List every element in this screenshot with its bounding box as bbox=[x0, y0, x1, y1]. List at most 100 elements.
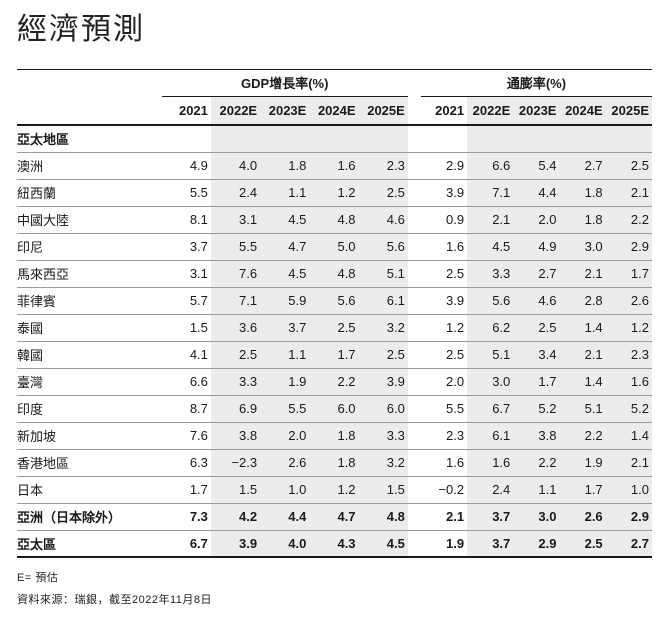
value-cell: 3.8 bbox=[210, 422, 261, 450]
value-cell: 3.7 bbox=[161, 233, 211, 261]
value-cell: 1.8 bbox=[309, 422, 359, 450]
value-cell: 1.4 bbox=[559, 368, 606, 396]
row-gap bbox=[407, 368, 421, 396]
value-cell: 4.9 bbox=[161, 152, 211, 180]
region-label: 香港地區 bbox=[17, 449, 162, 477]
value-cell: 0.9 bbox=[420, 206, 468, 234]
value-cell: 6.7 bbox=[467, 395, 514, 423]
table-row: 紐西蘭 5.5 2.4 1.1 1.2 2.5 3.9 7.1 4.4 1.8 2.1 bbox=[17, 179, 652, 207]
value-cell: 1.4 bbox=[605, 422, 652, 450]
group-header-inflation: 通膨率(%) bbox=[420, 68, 652, 97]
year-header-spacer bbox=[17, 96, 162, 126]
region-label: 印尼 bbox=[17, 233, 162, 261]
value-cell: 1.8 bbox=[309, 449, 359, 477]
value-cell: 3.3 bbox=[358, 422, 408, 450]
value-cell: 5.5 bbox=[420, 395, 468, 423]
value-cell: 2.0 bbox=[420, 368, 468, 396]
empty-cell bbox=[161, 125, 211, 153]
year-header: 2021 bbox=[420, 96, 468, 126]
year-header-row: 2021 2022E 2023E 2024E 2025E 2021 2022E … bbox=[17, 96, 652, 126]
value-cell: 1.8 bbox=[559, 179, 606, 207]
value-cell: 4.3 bbox=[309, 530, 359, 558]
value-cell: 2.1 bbox=[467, 206, 514, 234]
table-row: 泰國 1.5 3.6 3.7 2.5 3.2 1.2 6.2 2.5 1.4 1.2 bbox=[17, 314, 652, 342]
value-cell: 2.3 bbox=[605, 341, 652, 369]
value-cell: 4.7 bbox=[309, 503, 359, 531]
value-cell: 3.0 bbox=[559, 233, 606, 261]
value-cell: 2.9 bbox=[513, 530, 560, 558]
row-gap bbox=[407, 179, 421, 207]
empty-cell bbox=[467, 125, 514, 153]
value-cell: 6.6 bbox=[467, 152, 514, 180]
value-cell: 6.3 bbox=[161, 449, 211, 477]
empty-cell bbox=[605, 125, 652, 153]
year-header: 2022E bbox=[210, 96, 261, 126]
value-cell: 2.7 bbox=[513, 260, 560, 288]
value-cell: 3.2 bbox=[358, 314, 408, 342]
value-cell: 1.9 bbox=[559, 449, 606, 477]
value-cell: 2.1 bbox=[559, 341, 606, 369]
region-label: 印度 bbox=[17, 395, 162, 423]
region-label: 馬來西亞 bbox=[17, 260, 162, 288]
value-cell: 4.2 bbox=[210, 503, 261, 531]
value-cell: 2.5 bbox=[358, 341, 408, 369]
value-cell: 2.1 bbox=[559, 260, 606, 288]
value-cell: 1.7 bbox=[559, 476, 606, 504]
year-header: 2024E bbox=[559, 96, 606, 126]
value-cell: 2.7 bbox=[559, 152, 606, 180]
empty-cell bbox=[210, 125, 261, 153]
footnote-estimate: E= 預估 bbox=[17, 572, 59, 584]
value-cell: 3.9 bbox=[210, 530, 261, 558]
value-cell: 1.0 bbox=[605, 476, 652, 504]
year-header: 2021 bbox=[161, 96, 211, 126]
value-cell: 2.5 bbox=[210, 341, 261, 369]
year-header: 2023E bbox=[513, 96, 560, 126]
region-label: 新加坡 bbox=[17, 422, 162, 450]
row-gap bbox=[407, 341, 421, 369]
value-cell: 6.2 bbox=[467, 314, 514, 342]
value-cell: 1.8 bbox=[260, 152, 310, 180]
value-cell: 5.2 bbox=[513, 395, 560, 423]
value-cell: 4.0 bbox=[210, 152, 261, 180]
value-cell: 6.6 bbox=[161, 368, 211, 396]
page: 經濟預測 GDP增長率(%) 通膨率(%) 2021 2022E 2023E 2… bbox=[17, 13, 652, 606]
year-header: 2025E bbox=[605, 96, 652, 126]
value-cell: 2.3 bbox=[358, 152, 408, 180]
forecast-table: GDP增長率(%) 通膨率(%) 2021 2022E 2023E 2024E … bbox=[17, 68, 652, 558]
value-cell: 2.4 bbox=[467, 476, 514, 504]
value-cell: 5.7 bbox=[161, 287, 211, 315]
value-cell: −0.2 bbox=[420, 476, 468, 504]
footnote-source: 資料來源：瑞銀，截至2022年11月8日 bbox=[17, 594, 213, 606]
value-cell: 2.5 bbox=[420, 341, 468, 369]
value-cell: 1.2 bbox=[309, 476, 359, 504]
value-cell: 5.4 bbox=[513, 152, 560, 180]
value-cell: 4.5 bbox=[358, 530, 408, 558]
value-cell: 5.5 bbox=[161, 179, 211, 207]
group-gap bbox=[407, 68, 421, 96]
region-label: 亞洲（日本除外） bbox=[17, 503, 162, 531]
value-cell: 3.3 bbox=[467, 260, 514, 288]
section-header-row: 亞太地區 bbox=[17, 125, 652, 153]
value-cell: 2.5 bbox=[513, 314, 560, 342]
value-cell: 4.8 bbox=[358, 503, 408, 531]
value-cell: 2.3 bbox=[420, 422, 468, 450]
value-cell: 5.6 bbox=[358, 233, 408, 261]
table-row: 新加坡 7.6 3.8 2.0 1.8 3.3 2.3 6.1 3.8 2.2 1.4 bbox=[17, 422, 652, 450]
row-gap bbox=[407, 422, 421, 450]
value-cell: 5.9 bbox=[260, 287, 310, 315]
row-gap bbox=[407, 206, 421, 234]
table-row: 日本 1.7 1.5 1.0 1.2 1.5 −0.2 2.4 1.1 1.7 1.0 bbox=[17, 476, 652, 504]
value-cell: 4.6 bbox=[358, 206, 408, 234]
table-row: 香港地區 6.3 −2.3 2.6 1.8 3.2 1.6 1.6 2.2 1.9 2.1 bbox=[17, 449, 652, 477]
region-label: 澳洲 bbox=[17, 152, 162, 180]
value-cell: 2.2 bbox=[605, 206, 652, 234]
value-cell: 1.1 bbox=[260, 341, 310, 369]
row-gap bbox=[407, 530, 421, 558]
value-cell: 3.7 bbox=[467, 503, 514, 531]
section-header-label: 亞太地區 bbox=[17, 125, 162, 153]
row-gap bbox=[407, 152, 421, 180]
table-body: 亞太地區 澳洲 4.9 4.0 1.8 1.6 2.3 2.9 6.6 5.4 2.7 2.5 紐西蘭… bbox=[17, 125, 652, 558]
table-row: 亞太區 6.7 3.9 4.0 4.3 4.5 1.9 3.7 2.9 2.5 2.7 bbox=[17, 530, 652, 558]
table-row: 印度 8.7 6.9 5.5 6.0 6.0 5.5 6.7 5.2 5.1 5.2 bbox=[17, 395, 652, 423]
region-label: 韓國 bbox=[17, 341, 162, 369]
